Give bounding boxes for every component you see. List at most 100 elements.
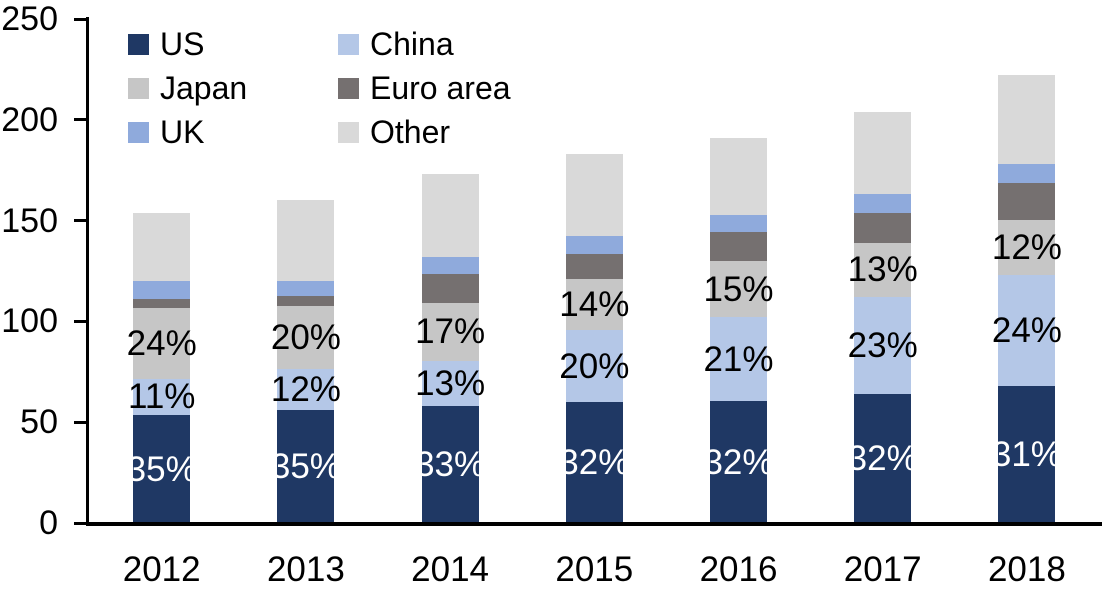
y-tick-label: 100: [1, 302, 58, 341]
segment-label-2014-japan: 17%: [415, 312, 486, 352]
bar-segment-2015-us: 32%: [559, 402, 629, 523]
x-axis-line: [86, 522, 1102, 526]
y-tick-mark: [74, 118, 88, 122]
y-tick-label: 0: [39, 504, 58, 542]
legend-swatch-us: [128, 33, 149, 55]
segment-label-2016-china: 21%: [703, 339, 774, 379]
legend-swatch-china: [338, 33, 359, 55]
x-tick-label-2016: 2016: [699, 550, 778, 589]
legend-item-uk: UK: [128, 110, 338, 154]
y-tick-mark: [74, 420, 88, 424]
bar-segment-2014-china: 13%: [415, 360, 485, 407]
bar-segment-2018-other: [998, 75, 1056, 165]
segment-label-2017-us: 32%: [847, 438, 918, 478]
bar-segment-2013-us: 35%: [271, 410, 341, 523]
y-tick-mark: [74, 521, 88, 525]
bar-segment-2014-other: [421, 174, 479, 257]
bar-segment-2018-us: 31%: [992, 385, 1062, 523]
x-tick-label-2013: 2013: [266, 550, 345, 589]
legend-label-uk: UK: [160, 114, 205, 150]
bar-segment-2015-japan: 14%: [559, 279, 629, 331]
segment-label-2012-china: 11%: [127, 377, 196, 417]
bar-segment-2014-uk: [421, 256, 479, 274]
segment-label-2014-us: 33%: [415, 445, 486, 485]
segment-label-2016-japan: 15%: [703, 269, 774, 309]
bar-segment-2016-uk: [710, 214, 767, 232]
segment-label-2015-japan: 14%: [559, 285, 630, 325]
y-tick-mark: [74, 219, 88, 223]
y-tick-label: 250: [1, 0, 58, 38]
segment-label-2017-china: 23%: [847, 326, 918, 366]
x-tick-label-2015: 2015: [555, 550, 634, 589]
y-tick-label: 50: [20, 403, 58, 442]
segment-label-2018-us: 31%: [991, 434, 1062, 474]
segment-label-2018-china: 24%: [991, 310, 1062, 350]
bar-segment-2015-uk: [565, 235, 623, 254]
y-tick-label: 200: [1, 100, 58, 139]
bar-segment-2013-china: 12%: [271, 368, 341, 411]
bar-segment-2017-china: 23%: [848, 297, 918, 394]
segment-label-2018-japan: 12%: [991, 227, 1062, 267]
legend-swatch-japan: [128, 77, 149, 99]
legend-swatch-other: [338, 121, 359, 143]
segment-label-2012-us: 35%: [126, 449, 197, 489]
legend-item-euro-area: Euro area: [338, 66, 511, 110]
legend-item-china: China: [338, 22, 511, 66]
bar-segment-2013-uk: [277, 281, 335, 297]
bar-segment-2017-euro-area: [854, 212, 912, 243]
legend-label-china: China: [370, 26, 454, 62]
segment-label-2014-china: 13%: [415, 363, 486, 403]
legend-label-japan: Japan: [160, 70, 248, 106]
bar-segment-2018-euro-area: [998, 183, 1056, 220]
legend-item-us: US: [128, 22, 338, 66]
bar-segment-2012-china: 11%: [128, 378, 195, 416]
legend-label-us: US: [160, 26, 205, 62]
legend-item-other: Other: [338, 110, 511, 154]
bar-segment-2017-other: [854, 111, 912, 195]
bar-segment-2017-japan: 13%: [848, 242, 918, 298]
legend-label-euro-area: Euro area: [370, 70, 511, 106]
bar-segment-2013-other: [277, 200, 335, 282]
bar-segment-2018-uk: [998, 164, 1056, 184]
segment-label-2015-china: 20%: [559, 346, 630, 386]
bar-segment-2018-japan: 12%: [992, 219, 1062, 276]
bar-segment-2014-us: 33%: [415, 406, 485, 523]
legend-label-other: Other: [370, 114, 451, 150]
legend: US China Japan Euro area UK Other: [128, 22, 511, 154]
segment-label-2012-japan: 24%: [126, 324, 197, 364]
y-tick-mark: [74, 319, 88, 323]
bar-segment-2015-other: [565, 154, 623, 236]
bar-segment-2014-euro-area: [421, 274, 479, 304]
bar-segment-2017-uk: [854, 194, 912, 213]
bar-segment-2016-japan: 15%: [703, 260, 774, 318]
y-tick-label: 150: [1, 201, 58, 240]
bar-segment-2016-china: 21%: [703, 317, 774, 402]
bar-segment-2017-us: 32%: [848, 393, 918, 523]
bar-segment-2016-euro-area: [710, 231, 767, 261]
segment-label-2013-japan: 20%: [270, 318, 341, 357]
segment-label-2013-us: 35%: [270, 447, 341, 487]
bar-segment-2015-china: 20%: [559, 330, 629, 403]
segment-label-2016-us: 32%: [703, 442, 774, 482]
bar-segment-2014-japan: 17%: [415, 303, 485, 361]
x-tick-label-2017: 2017: [843, 550, 922, 589]
x-tick-label-2018: 2018: [987, 550, 1066, 589]
bar-segment-2012-us: 35%: [127, 415, 197, 523]
legend-swatch-euro-area: [338, 77, 359, 99]
y-axis-line: [86, 17, 89, 526]
bar-segment-2012-uk: [133, 281, 191, 300]
bar-segment-2013-japan: 20%: [271, 306, 341, 369]
x-tick-label-2012: 2012: [122, 550, 201, 589]
bar-segment-2012-japan: 24%: [127, 308, 197, 379]
legend-swatch-uk: [128, 121, 149, 143]
bar-segment-2016-us: 32%: [703, 401, 774, 523]
segment-label-2015-us: 32%: [559, 443, 630, 482]
x-tick-label-2014: 2014: [411, 550, 490, 589]
bar-segment-2012-other: [133, 212, 191, 282]
bar-segment-2018-china: 24%: [992, 275, 1062, 386]
segment-label-2013-china: 12%: [270, 369, 341, 409]
bar-segment-2016-other: [710, 137, 767, 215]
legend-item-japan: Japan: [128, 66, 338, 110]
bar-segment-2012-euro-area: [133, 299, 191, 309]
